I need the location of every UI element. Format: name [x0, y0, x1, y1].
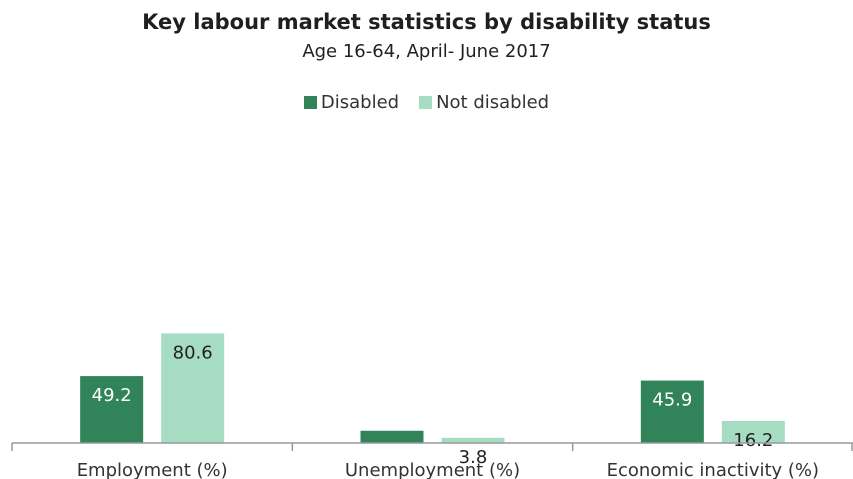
data-label-1-0: 80.6 [173, 342, 213, 363]
data-label-1-2: 16.2 [733, 430, 773, 451]
bar-1-2 [721, 420, 785, 443]
x-tick-label-1: Unemployment (%) [345, 460, 520, 479]
bar-0-0 [80, 376, 144, 443]
chart-legend: Disabled Not disabled [0, 92, 853, 113]
bar-0-1 [360, 430, 424, 443]
data-label-0-1: 9.0 [378, 440, 407, 461]
data-label-1-1: 3.8 [459, 447, 488, 468]
legend-item-disabled: Disabled [303, 92, 400, 113]
bar-1-1 [441, 437, 505, 443]
x-tick-label-0: Employment (%) [77, 460, 228, 479]
data-label-0-2: 45.9 [652, 390, 692, 411]
bar-1-0 [161, 333, 225, 443]
legend-label-disabled: Disabled [320, 92, 400, 113]
bar-0-2 [640, 380, 704, 443]
legend-label-not-disabled: Not disabled [436, 92, 550, 113]
chart-title: Key labour market statistics by disabili… [142, 10, 711, 34]
legend-swatch-not-disabled [419, 96, 433, 109]
chart-subtitle: Age 16-64, April- June 2017 [302, 41, 551, 62]
legend-item-not-disabled: Not disabled [419, 92, 549, 113]
legend-swatch-disabled [303, 96, 317, 109]
data-label-0-0: 49.2 [92, 385, 132, 406]
x-tick-label-2: Economic inactivity (%) [607, 460, 819, 479]
